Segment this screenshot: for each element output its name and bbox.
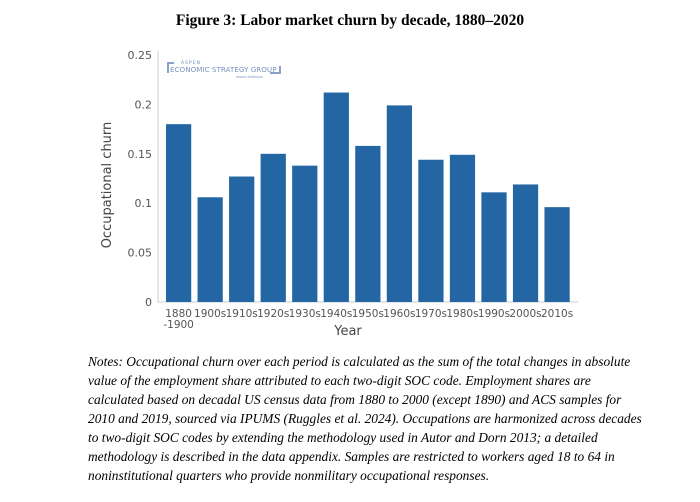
bar-4 [292, 165, 318, 302]
y-axis-label: Occupational churn [100, 122, 115, 249]
x-tick-label: 1940s [320, 308, 352, 320]
x-tick-label: 1970s [415, 308, 447, 320]
x-tick-label: 2000s [509, 308, 541, 320]
figure-notes: Notes: Occupational churn over each peri… [88, 354, 642, 483]
bar-0 [166, 124, 192, 302]
x-tick-label: 1920s [257, 308, 289, 320]
bar-2 [229, 176, 255, 302]
bar-10 [481, 192, 507, 302]
y-tick-label: 0 [145, 296, 152, 309]
watermark-bracket-right [270, 66, 281, 74]
x-tick-label: 1990s [478, 308, 510, 320]
bar-9 [449, 154, 476, 302]
figure-title: Figure 3: Labor market churn by decade, … [175, 12, 525, 29]
bar-7 [386, 105, 412, 302]
x-tick-label: 2010s [541, 308, 573, 320]
x-tick-label: 1980s [446, 308, 478, 320]
bar-5 [323, 92, 349, 302]
x-axis-label: Year [333, 324, 362, 339]
y-tick-label: 0.2 [135, 98, 153, 111]
bar-12 [544, 207, 570, 302]
watermark-text-aspen: ASPEN [181, 60, 201, 66]
x-tick-label: 1950s [352, 308, 384, 320]
x-tick-label: 1900s [194, 308, 226, 320]
watermark-bracket-left [167, 62, 174, 73]
watermark-text-institute: aspen institute [236, 75, 264, 79]
y-tick-label: 0.1 [135, 197, 153, 210]
x-tick-label: 1880 [165, 308, 192, 320]
y-tick-label: 0.15 [128, 148, 153, 161]
x-tick-label: 1930s [289, 308, 321, 320]
bar-6 [355, 145, 381, 302]
bar-11 [512, 184, 539, 302]
y-tick-label: 0.25 [128, 49, 153, 62]
watermark-text-esg: ECONOMIC STRATEGY GROUP [170, 65, 277, 74]
x-tick-label: 1960s [383, 308, 415, 320]
bar-8 [418, 159, 444, 302]
x-tick-label: 1910s [226, 308, 258, 320]
bar-1 [197, 197, 223, 302]
y-tick-label: 0.05 [128, 247, 153, 260]
x-tick-label: -1900 [163, 319, 194, 331]
bar-3 [260, 153, 286, 302]
